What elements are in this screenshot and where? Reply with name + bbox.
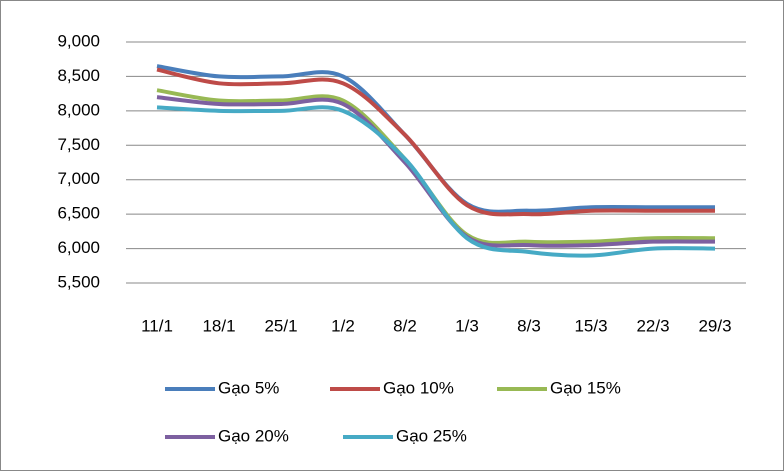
series-line bbox=[156, 105, 716, 258]
y-tick-label: 8,500 bbox=[57, 66, 100, 85]
legend-label: Gạo 25% bbox=[396, 426, 467, 445]
x-tick-label: 1/2 bbox=[331, 316, 355, 335]
legend-label: Gạo 15% bbox=[550, 378, 621, 397]
y-tick-label: 6,500 bbox=[57, 204, 100, 223]
legend-label: Gạo 20% bbox=[218, 426, 289, 445]
x-tick-label: 22/3 bbox=[636, 316, 669, 335]
x-tick-label: 18/1 bbox=[202, 316, 235, 335]
y-tick-label: 5,500 bbox=[57, 272, 100, 291]
legend-label: Gạo 5% bbox=[218, 378, 279, 397]
x-tick-label: 11/1 bbox=[141, 316, 173, 335]
y-tick-label: 8,000 bbox=[57, 100, 100, 119]
x-tick-label: 29/3 bbox=[698, 316, 731, 335]
y-tick-label: 6,000 bbox=[57, 238, 100, 257]
series-line bbox=[156, 67, 715, 217]
y-tick-label: 7,500 bbox=[57, 135, 100, 154]
y-tick-label: 9,000 bbox=[57, 31, 100, 50]
x-tick-label: 8/2 bbox=[393, 316, 417, 335]
legend-label: Gạo 10% bbox=[383, 378, 454, 397]
x-tick-label: 25/1 bbox=[264, 316, 297, 335]
x-tick-label: 8/3 bbox=[517, 316, 541, 335]
x-tick-label: 1/3 bbox=[455, 316, 479, 335]
x-tick-label: 15/3 bbox=[574, 316, 607, 335]
y-tick-label: 7,000 bbox=[57, 169, 100, 188]
